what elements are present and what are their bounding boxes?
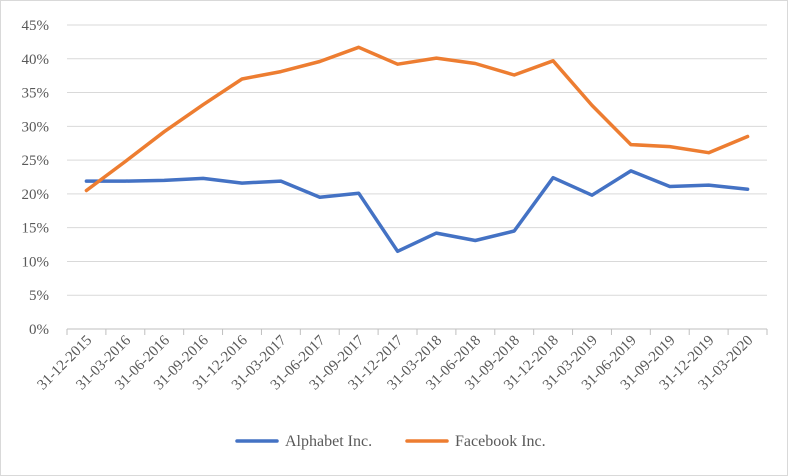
y-tick-label: 35% xyxy=(22,86,50,102)
y-axis-ticks: 0% 5% 10% 15% 20% 25% 30% 35% 40% 45% xyxy=(22,18,50,338)
y-tick-label: 25% xyxy=(22,153,50,169)
series-line-alphabet xyxy=(84,169,750,254)
legend-label: Alphabet Inc. xyxy=(285,433,372,450)
legend-label: Facebook Inc. xyxy=(455,433,546,450)
y-tick-label: 5% xyxy=(29,288,49,304)
series-lines xyxy=(84,45,750,254)
y-tick-label: 40% xyxy=(22,52,50,68)
x-axis xyxy=(66,328,768,335)
y-tick-label: 10% xyxy=(22,254,50,270)
y-tick-label: 20% xyxy=(22,187,50,203)
y-tick-label: 45% xyxy=(22,18,50,34)
y-tick-label: 0% xyxy=(29,322,49,338)
x-axis-ticks: 31-12-201531-03-201631-06-201631-09-2016… xyxy=(34,332,756,393)
y-tick-label: 30% xyxy=(22,119,50,135)
y-tick-label: 15% xyxy=(22,221,50,237)
gridlines xyxy=(67,24,767,296)
legend: Alphabet Inc. Facebook Inc. xyxy=(235,433,546,450)
series-line-facebook xyxy=(84,45,750,193)
